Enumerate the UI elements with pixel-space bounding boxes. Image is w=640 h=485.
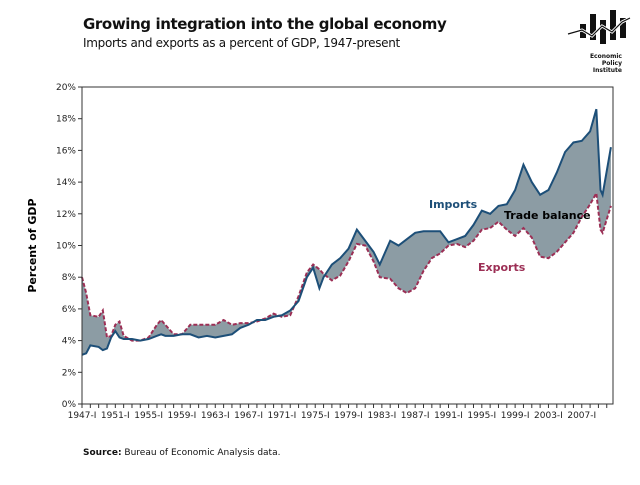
chart-subtitle: Imports and exports as a percent of GDP,… (83, 36, 400, 50)
exports-annotation: Exports (478, 261, 526, 274)
y-tick-label: 6% (62, 305, 77, 315)
y-tick-label: 2% (62, 368, 77, 378)
y-tick-label: 20% (56, 83, 76, 93)
y-axis-label: Percent of GDP (26, 198, 39, 292)
logo-line: Policy (601, 60, 622, 67)
epi-logo: Economic Policy Institute (566, 8, 632, 74)
x-tick-label: 1951-I (101, 411, 130, 421)
y-tick-label: 8% (62, 273, 77, 283)
chart-title: Growing integration into the global econ… (83, 15, 447, 33)
trade-balance-annotation: Trade balance (504, 209, 591, 222)
x-tick-label: 1975-I (301, 411, 330, 421)
x-tick-label: 1991-I (434, 411, 463, 421)
x-tick-label: 2007-I (567, 411, 596, 421)
plot-frame (81, 86, 614, 405)
y-tick-label: 12% (56, 210, 76, 220)
x-tick-label: 1963-I (201, 411, 230, 421)
x-tick-label: 1955-I (134, 411, 163, 421)
exports-line (81, 190, 612, 342)
logo-line: Institute (592, 67, 622, 74)
x-tick-label: 1967-I (234, 411, 263, 421)
logo-line: Economic (589, 53, 622, 60)
x-tick-label: 2003-I (534, 411, 563, 421)
x-tick-label: 1979-I (334, 411, 363, 421)
x-tick-label: 1971-I (267, 411, 296, 421)
source-note: Source: Bureau of Economic Analysis data… (83, 448, 280, 458)
source-text: Bureau of Economic Analysis data. (121, 448, 281, 458)
x-tick-label: 1947-I (68, 411, 97, 421)
source-label: Source: (83, 448, 122, 458)
y-tick-label: 16% (56, 146, 76, 156)
x-tick-label: 1999-I (501, 411, 530, 421)
trade-balance-area (82, 109, 611, 355)
imports-line (81, 108, 612, 356)
y-tick-label: 4% (62, 337, 77, 347)
y-tick-label: 18% (56, 115, 76, 125)
x-tick-label: 1983-I (367, 411, 396, 421)
imports-annotation: Imports (429, 198, 478, 211)
x-tick-label: 1959-I (168, 411, 197, 421)
y-tick-label: 10% (56, 242, 76, 252)
y-tick-label: 0% (62, 400, 77, 410)
x-tick-label: 1987-I (401, 411, 430, 421)
x-tick-label: 1995-I (467, 411, 496, 421)
logo-text: Economic Policy Institute (590, 53, 622, 74)
logo-bars-icon (567, 10, 631, 44)
y-tick-label: 14% (56, 178, 76, 188)
